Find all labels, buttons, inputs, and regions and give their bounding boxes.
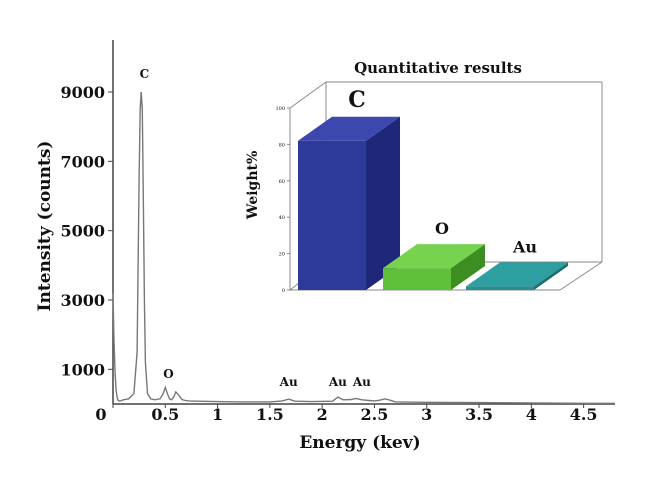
peak-label: Au bbox=[279, 375, 298, 389]
x-tick-label: 1 bbox=[212, 405, 223, 424]
y-tick-label: 5000 bbox=[60, 222, 105, 241]
inset-bar-side bbox=[451, 244, 485, 290]
x-tick-label: 4.5 bbox=[570, 405, 598, 424]
x-tick-label: 2.5 bbox=[361, 405, 389, 424]
peak-label: Au bbox=[352, 375, 371, 389]
spectrum-line bbox=[112, 91, 615, 404]
inset-bar-side bbox=[366, 116, 400, 290]
inset-bar-label: Au bbox=[512, 237, 537, 256]
y-tick-label: 9000 bbox=[60, 83, 105, 102]
x-ticks: 0 0.5 1 1.5 2 2.5 3 3.5 4 4.5 bbox=[95, 404, 598, 424]
x-tick-label: 0.5 bbox=[151, 405, 179, 424]
x-tick-label: 2 bbox=[317, 405, 328, 424]
y-ticks: 1000 3000 5000 7000 9000 bbox=[60, 83, 113, 379]
inset-bars: C O Au bbox=[298, 87, 568, 290]
inset-bar-top bbox=[466, 262, 568, 287]
inset-bar-front bbox=[466, 286, 534, 290]
y-tick-label: 3000 bbox=[60, 291, 105, 310]
inset-y-tick-label: 80 bbox=[279, 142, 285, 148]
peak-labels: C O Au Au Au bbox=[140, 67, 372, 389]
x-tick-label: 3 bbox=[421, 405, 432, 424]
peak-label: C bbox=[140, 67, 150, 81]
y-tick-label: 7000 bbox=[60, 152, 105, 171]
peak-label: O bbox=[163, 367, 173, 381]
inset-bar-side bbox=[534, 262, 568, 290]
y-tick-label: 1000 bbox=[60, 360, 105, 379]
inset-y-tick-label: 0 bbox=[282, 288, 285, 294]
x-axis-label: Energy (kev) bbox=[299, 433, 420, 453]
inset-y-tick-label: 40 bbox=[279, 215, 285, 221]
inset-bar-c: C bbox=[298, 87, 400, 290]
inset-bar-top bbox=[298, 116, 400, 141]
inset-bar-chart: Quantitative results 0 20 40 60 80 100 Weight… bbox=[245, 59, 603, 294]
inset-y-tick-label: 20 bbox=[279, 252, 285, 258]
x-tick-label: 1.5 bbox=[256, 405, 284, 424]
inset-y-tick-label: 100 bbox=[275, 106, 285, 112]
y-axis-label: Intensity (counts) bbox=[35, 141, 55, 312]
x-tick-label: 0 bbox=[95, 405, 106, 424]
x-tick-label: 3.5 bbox=[465, 405, 493, 424]
inset-bar-top bbox=[383, 244, 485, 269]
inset-y-tick-label: 60 bbox=[279, 179, 285, 185]
inset-y-ticks: 0 20 40 60 80 100 bbox=[275, 106, 290, 294]
x-tick-label: 4 bbox=[526, 405, 537, 424]
inset-title: Quantitative results bbox=[354, 59, 522, 77]
inset-bar-au: Au bbox=[466, 237, 568, 290]
peak-label: Au bbox=[328, 375, 347, 389]
inset-bar-front bbox=[298, 140, 366, 290]
inset-bar-front bbox=[383, 268, 451, 290]
inset-y-axis-label: Weight% bbox=[245, 151, 261, 221]
inset-bar-label: C bbox=[348, 87, 366, 113]
inset-bar-label: O bbox=[435, 219, 449, 238]
inset-bar-o: O bbox=[383, 219, 485, 290]
